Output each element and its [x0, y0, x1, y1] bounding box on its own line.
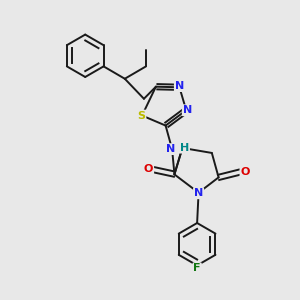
Text: N: N [166, 144, 175, 154]
Text: O: O [144, 164, 153, 174]
Text: N: N [183, 105, 192, 115]
Text: H: H [180, 142, 189, 153]
Text: F: F [194, 263, 201, 273]
Text: N: N [194, 188, 203, 198]
Text: O: O [240, 167, 250, 177]
Text: S: S [137, 110, 146, 121]
Text: N: N [175, 81, 184, 91]
